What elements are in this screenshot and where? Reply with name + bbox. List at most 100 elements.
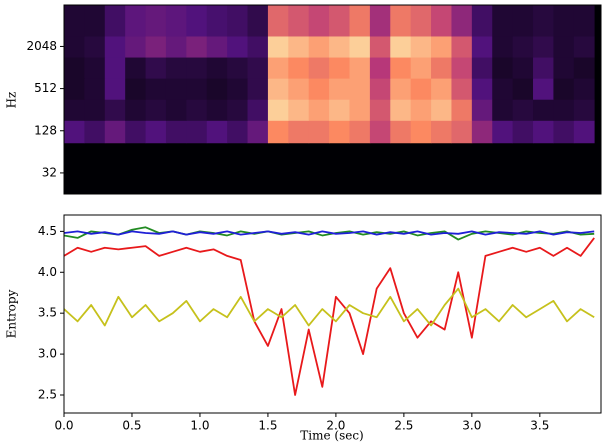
heatmap-cell [573, 36, 595, 58]
heatmap-cell [553, 120, 575, 144]
heatmap-cell [369, 36, 391, 58]
heatmap-cell [247, 78, 269, 100]
heatmap-cell [471, 99, 493, 121]
heatmap-cell [206, 120, 228, 144]
heatmap-cell [573, 99, 595, 121]
heatmap-cell [288, 5, 310, 37]
heatmap-cell [329, 142, 350, 195]
heatmap-cell [390, 120, 412, 144]
heatmap-cell [247, 5, 269, 37]
heatmap-cell [390, 142, 412, 195]
heatmap-cell [410, 57, 432, 79]
heatmap-cell [64, 5, 85, 37]
heatmap-cell [247, 142, 269, 195]
heatmap-cell [125, 5, 146, 37]
heatmap-cell [533, 57, 554, 79]
heatmap-cell [492, 142, 514, 195]
heatmap-cell [512, 99, 534, 121]
heatmap-cell [431, 57, 452, 79]
y-tick-label: 4.0 [38, 265, 57, 279]
heatmap-cell [553, 36, 575, 58]
heatmap-cell [390, 5, 412, 37]
heatmap-cell [349, 5, 371, 37]
heatmap-cell [471, 120, 493, 144]
heatmap-cell [369, 5, 391, 37]
heatmap-cell [267, 99, 289, 121]
axes-frame [63, 4, 602, 195]
heatmap-cell [64, 36, 85, 58]
y-tick-label: 3.5 [38, 306, 57, 320]
heatmap-cell [573, 78, 595, 100]
heatmap-cell [369, 142, 391, 195]
heatmap-cell [247, 99, 269, 121]
heatmap-cell [84, 5, 106, 37]
y-axis-label: Entropy [5, 289, 19, 338]
heatmap-cell [104, 142, 126, 195]
heatmap-cell [471, 142, 493, 195]
heatmap-cell [410, 142, 432, 195]
heatmap-cell [186, 78, 208, 100]
heatmap-cell [227, 120, 248, 144]
heatmap-cell [533, 142, 554, 195]
heatmap-cell [349, 36, 371, 58]
heatmap-cell [533, 78, 554, 100]
heatmap-cell [227, 78, 248, 100]
y-tick-label: 4.5 [38, 224, 57, 238]
heatmap-cell [553, 5, 575, 37]
heatmap-cell [206, 57, 228, 79]
heatmap-cell [247, 36, 269, 58]
heatmap-cell [410, 5, 432, 37]
heatmap-cell [329, 36, 350, 58]
heatmap-cell [64, 99, 85, 121]
heatmap-cell [512, 78, 534, 100]
heatmap-cell [369, 99, 391, 121]
heatmap-cell [125, 78, 146, 100]
heatmap-cell [267, 78, 289, 100]
heatmap-cell [390, 57, 412, 79]
heatmap-cell [64, 120, 85, 144]
heatmap-cell [573, 5, 595, 37]
heatmap-cell [64, 57, 85, 79]
heatmap-cell [206, 78, 228, 100]
heatmap-cell [349, 78, 371, 100]
heatmap-cell [329, 78, 350, 100]
heatmap-cell [308, 142, 330, 195]
axes-frame [63, 214, 602, 414]
heatmap-cell [492, 78, 514, 100]
heatmap-cell [206, 99, 228, 121]
heatmap-cell [186, 57, 208, 79]
heatmap-cell [329, 5, 350, 37]
heatmap-cell [145, 120, 167, 144]
heatmap-cell [512, 5, 534, 37]
y-tick-label: 32 [42, 165, 57, 179]
heatmap-cell [349, 142, 371, 195]
heatmap-cell [492, 57, 514, 79]
heatmap-cell [390, 99, 412, 121]
heatmap-cell [267, 120, 289, 144]
x-tick-label: 2.5 [394, 419, 413, 433]
heatmap-cell [512, 57, 534, 79]
heatmap-cell [451, 120, 473, 144]
y-tick-label: 2.5 [38, 388, 57, 402]
heatmap-cell [553, 99, 575, 121]
heatmap-cell [267, 142, 289, 195]
heatmap-cell [431, 5, 452, 37]
heatmap-cell [492, 5, 514, 37]
heatmap-cell [125, 36, 146, 58]
heatmap-cell [533, 120, 554, 144]
heatmap-cell [451, 78, 473, 100]
y-axis-label: Hz [5, 92, 19, 109]
y-tick-label: 3.0 [38, 347, 57, 361]
heatmap-cell [573, 57, 595, 79]
heatmap-cell [471, 78, 493, 100]
heatmap-cell [451, 57, 473, 79]
heatmap-cell [369, 120, 391, 144]
heatmap-cell [451, 142, 473, 195]
heatmap-cell [84, 78, 106, 100]
heatmap-cell [288, 36, 310, 58]
heatmap-cell [227, 5, 248, 37]
heatmap-cell [267, 57, 289, 79]
heatmap-cell [369, 57, 391, 79]
heatmap-cell [329, 120, 350, 144]
